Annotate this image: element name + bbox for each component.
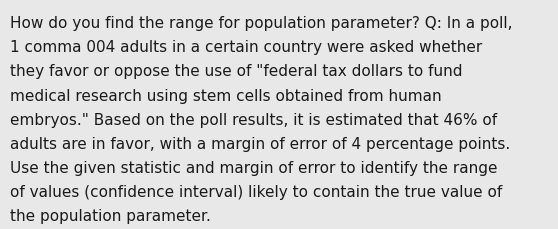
Text: adults are in favor, with a margin of error of 4 percentage points.: adults are in favor, with a margin of er… — [10, 136, 511, 151]
Text: medical research using stem cells obtained from human: medical research using stem cells obtain… — [10, 88, 442, 103]
Text: Use the given statistic and margin of error to identify the range: Use the given statistic and margin of er… — [10, 160, 498, 175]
Text: of values (confidence interval) likely to contain the true value of: of values (confidence interval) likely t… — [10, 184, 502, 199]
Text: they favor or oppose the use of "federal tax dollars to fund: they favor or oppose the use of "federal… — [10, 64, 463, 79]
Text: embryos." Based on the poll results, it is estimated that 46% of: embryos." Based on the poll results, it … — [10, 112, 497, 127]
Text: the population parameter.: the population parameter. — [10, 208, 211, 223]
Text: How do you find the range for population parameter? Q: In a poll,: How do you find the range for population… — [10, 16, 513, 31]
Text: 1 comma 004 adults in a certain country were asked whether: 1 comma 004 adults in a certain country … — [10, 40, 482, 55]
